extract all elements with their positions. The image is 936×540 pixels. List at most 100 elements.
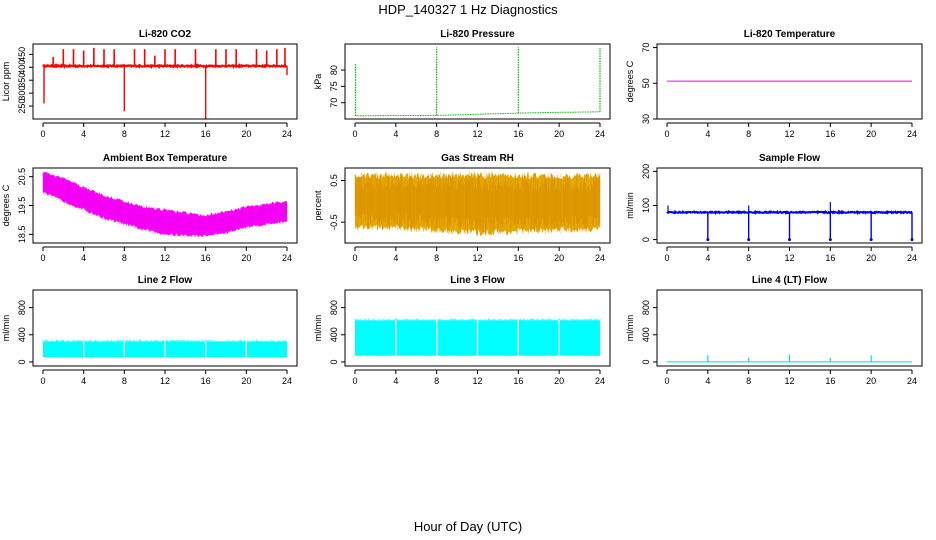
x-tick-label: 4 — [393, 253, 398, 263]
y-tick-label: 20.5 — [17, 168, 27, 186]
band-texture — [354, 171, 601, 236]
y-axis-label: ml/min — [313, 315, 323, 342]
x-tick-label: 4 — [81, 253, 86, 263]
dip-point — [747, 238, 751, 242]
x-tick-label: 4 — [705, 253, 710, 263]
y-tick-label: 0.5 — [329, 174, 339, 187]
series-line-4-lt-flow — [667, 354, 912, 363]
band-texture — [42, 171, 288, 237]
y-tick-label: 19.5 — [17, 197, 27, 215]
series-sample-flow — [666, 202, 914, 242]
y-tick-label: 350 — [17, 73, 27, 88]
x-tick-label: 8 — [746, 253, 751, 263]
y-tick-label: 0 — [17, 359, 27, 364]
x-tick-label: 16 — [825, 129, 835, 139]
y-tick-label: 400 — [17, 327, 27, 342]
panel-title: Sample Flow — [759, 153, 820, 164]
series-li-820-pressure — [354, 47, 601, 117]
y-tick-label: 450 — [17, 47, 27, 62]
panel-sample-flow: Sample Flow 0 4 8 12 16 20 24 0 100 200 ml/min — [625, 153, 923, 263]
x-tick-label: 0 — [664, 253, 669, 263]
panel-title: Line 4 (LT) Flow — [752, 275, 828, 286]
series-line-2-flow — [42, 339, 288, 359]
panel-frame — [344, 289, 611, 367]
y-tick-label: 80 — [329, 65, 339, 75]
y-axis-label: degrees C — [625, 60, 635, 102]
x-tick-label: 8 — [434, 129, 439, 139]
panel-title: Li-820 CO2 — [139, 29, 192, 40]
y-tick-label: 50 — [641, 78, 651, 88]
x-tick-label: 4 — [81, 129, 86, 139]
x-tick-label: 0 — [352, 253, 357, 263]
series-li-820-co2 — [42, 47, 288, 119]
y-tick-label: 400 — [641, 327, 651, 342]
panel-title: Line 3 Flow — [450, 275, 505, 286]
y-tick-label: 30 — [641, 114, 651, 124]
y-axis-label: ml/min — [625, 315, 635, 342]
x-tick-label: 12 — [472, 253, 482, 263]
x-tick-label: 24 — [282, 129, 292, 139]
panel-title: Li-820 Temperature — [744, 29, 836, 40]
series-gas-stream-rh — [354, 171, 601, 237]
series-line — [42, 62, 288, 70]
panel-ambient-box-temperature: Ambient Box Temperature 0 4 8 12 16 20 24 18.5 19… — [1, 153, 298, 263]
x-tick-label: 20 — [241, 376, 251, 386]
x-tick-label: 0 — [664, 129, 669, 139]
x-tick-label: 16 — [201, 129, 211, 139]
x-tick-label: 24 — [282, 253, 292, 263]
panel-frame — [656, 43, 923, 120]
x-tick-label: 4 — [393, 129, 398, 139]
x-tick-label: 0 — [40, 376, 45, 386]
x-tick-label: 16 — [201, 253, 211, 263]
figure-xlabel: Hour of Day (UTC) — [414, 519, 522, 534]
x-tick-label: 20 — [241, 253, 251, 263]
x-tick-label: 24 — [595, 253, 605, 263]
x-tick-label: 4 — [705, 129, 710, 139]
x-tick-label: 12 — [472, 376, 482, 386]
figure-title: HDP_140327 1 Hz Diagnostics — [378, 2, 558, 17]
x-tick-label: 8 — [122, 253, 127, 263]
y-tick-label: 200 — [641, 164, 651, 179]
x-tick-label: 12 — [784, 253, 794, 263]
x-tick-label: 12 — [472, 129, 482, 139]
x-tick-label: 20 — [554, 376, 564, 386]
flow-jitter — [354, 318, 601, 321]
y-tick-label: 300 — [17, 86, 27, 101]
y-axis-label: kPa — [313, 74, 323, 90]
dip-point — [828, 238, 832, 242]
x-tick-label: 0 — [40, 253, 45, 263]
dip-point — [869, 238, 873, 242]
y-tick-label: 800 — [641, 300, 651, 315]
series-line-3-flow — [354, 318, 601, 357]
y-tick-label: 250 — [17, 99, 27, 114]
panel-frame — [344, 167, 611, 244]
y-tick-label: 400 — [329, 327, 339, 342]
x-tick-label: 16 — [513, 129, 523, 139]
panel-frame — [656, 289, 923, 367]
x-tick-label: 24 — [907, 129, 917, 139]
y-tick-label: 70 — [329, 98, 339, 108]
series-ambient-box-temperature — [42, 171, 288, 238]
x-tick-label: 12 — [160, 253, 170, 263]
x-tick-label: 12 — [160, 376, 170, 386]
x-tick-label: 8 — [746, 129, 751, 139]
dip-point — [788, 238, 791, 242]
x-tick-label: 0 — [352, 129, 357, 139]
x-tick-label: 20 — [241, 129, 251, 139]
panel-title: Li-820 Pressure — [440, 29, 515, 40]
y-axis-label: degrees C — [1, 184, 11, 226]
x-tick-label: 12 — [784, 376, 794, 386]
x-tick-label: 16 — [513, 376, 523, 386]
x-tick-label: 24 — [595, 129, 605, 139]
y-tick-label: 0 — [641, 237, 651, 242]
panel-li-820-temperature: Li-820 Temperature 0 4 8 12 16 20 24 30 50 70 degre… — [625, 29, 923, 139]
y-tick-label: 75 — [329, 81, 339, 91]
dip-point — [910, 238, 914, 242]
panel-frame — [32, 43, 298, 120]
y-axis-label: ml/min — [625, 192, 635, 219]
y-tick-label: 18.5 — [17, 226, 27, 244]
panel-line-4-lt-flow: Line 4 (LT) Flow 0 4 8 12 16 20 24 0 400 800 ml/min — [625, 275, 923, 386]
